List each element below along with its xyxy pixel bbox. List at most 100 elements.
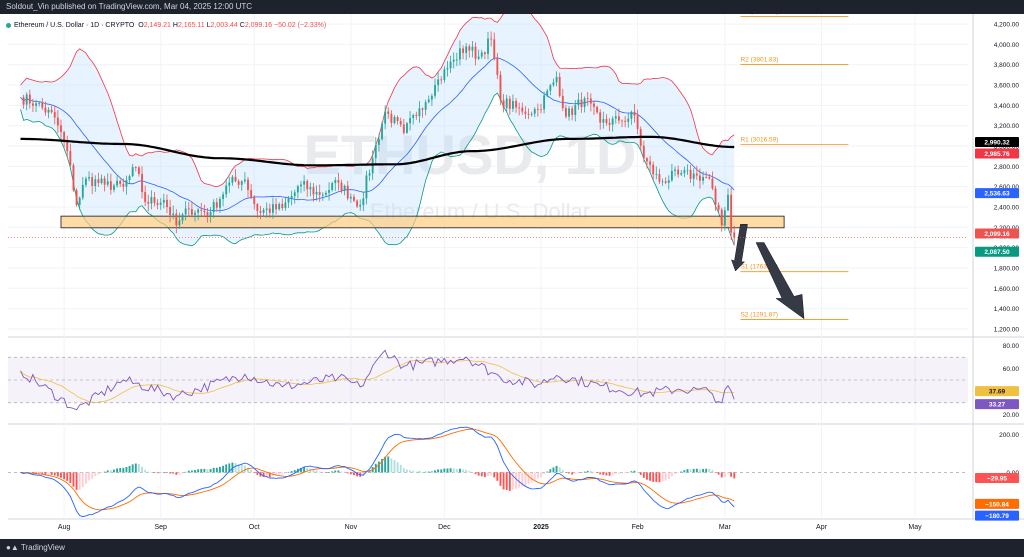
macd-histogram-bar — [480, 472, 483, 477]
macd-histogram-bar — [599, 472, 602, 475]
macd-histogram-bar — [212, 467, 215, 473]
candle-body — [334, 180, 337, 184]
candle-body — [708, 177, 711, 179]
macd-histogram-bar — [708, 468, 711, 473]
countdown-label: 11:59:14 — [986, 239, 1010, 245]
macd-histogram-bar — [197, 469, 200, 473]
bollinger-middle — [20, 57, 735, 212]
candle-body — [602, 119, 605, 123]
candle-body — [695, 173, 698, 176]
candle-body — [63, 132, 66, 142]
macd-histogram-bar — [540, 472, 542, 478]
candle-body — [359, 204, 362, 207]
macd-histogram-bar — [175, 472, 178, 475]
candle-body — [443, 69, 446, 80]
macd-histogram-bar — [561, 470, 564, 473]
macd-histogram-bar — [287, 472, 290, 473]
macd-histogram-bar — [125, 467, 128, 473]
macd-histogram-bar — [593, 471, 595, 473]
y-tick-label: 3,600.00 — [994, 83, 1020, 90]
macd-histogram-bar — [580, 472, 583, 473]
macd-histogram-bar — [674, 472, 676, 475]
macd-badge-box — [975, 510, 1019, 521]
macd-histogram-bar — [181, 472, 184, 474]
macd-histogram-bar — [649, 472, 652, 481]
macd-histogram-bar — [714, 472, 717, 473]
macd-histogram-bar — [44, 472, 47, 475]
y-tick-label: 2,800.00 — [994, 164, 1020, 171]
macd-histogram-bar — [655, 472, 658, 482]
candle-body — [374, 144, 377, 159]
candle-body — [60, 125, 62, 133]
macd-histogram-bar — [331, 471, 334, 473]
candle-body — [116, 180, 119, 186]
candle-body — [247, 179, 249, 191]
y-tick-label: 2,200.00 — [994, 225, 1020, 232]
bollinger-lower — [20, 92, 735, 247]
ma-200 — [20, 135, 735, 167]
macd-histogram-bar — [353, 472, 355, 476]
macd-histogram-bar — [415, 471, 418, 473]
candle-body — [234, 176, 237, 182]
support-zone — [60, 215, 785, 229]
macd-histogram-bar — [141, 466, 143, 473]
candle-body — [508, 98, 511, 109]
candle-body — [206, 212, 209, 216]
candle-body — [733, 232, 736, 238]
bollinger-fill — [20, 14, 735, 246]
candle-body — [512, 100, 514, 109]
candle-body — [353, 196, 355, 201]
candle-body — [47, 109, 50, 113]
macd-histogram-bar — [318, 471, 321, 473]
candle-body — [35, 103, 37, 106]
candle-body — [586, 98, 589, 100]
candle-body — [169, 207, 172, 216]
candle-body — [184, 208, 187, 215]
macd-histogram-bar — [508, 472, 511, 491]
macd-histogram-bar — [265, 472, 268, 477]
rsi-ma-line — [20, 360, 735, 403]
macd-histogram-bar — [231, 462, 234, 473]
macd-histogram-bar — [664, 472, 667, 481]
candle-body — [540, 109, 542, 111]
macd-histogram-bar — [203, 468, 206, 473]
macd-histogram-bar — [521, 472, 524, 487]
chart-canvas[interactable]: ETHUSD, 1D Ethereum / U.S. Dollar R3 (42… — [0, 14, 1024, 539]
pivot-label: S1 (1763.41) — [740, 264, 778, 271]
candle-body — [661, 181, 664, 183]
candle-body — [468, 46, 471, 51]
candle-body — [430, 95, 433, 100]
macd-histogram-bar — [524, 472, 527, 486]
macd-histogram-bar — [471, 471, 474, 473]
candle-body — [621, 120, 623, 122]
candle-body — [175, 213, 178, 226]
candle-body — [91, 177, 94, 187]
candle-body — [340, 182, 343, 191]
candle-body — [446, 68, 449, 70]
change-value: −50.02 (−2.33%) — [274, 22, 327, 29]
candle-body — [555, 76, 558, 83]
candle-body — [103, 178, 106, 185]
candle-body — [730, 194, 733, 233]
close-label: C — [239, 22, 245, 29]
candle-body — [356, 200, 359, 207]
candle-body — [502, 100, 505, 108]
low-value: 2,003.44 — [210, 22, 238, 29]
candle-body — [505, 98, 508, 108]
macd-histogram-bar — [113, 469, 115, 473]
candle-body — [543, 95, 546, 110]
candle-body — [215, 202, 218, 208]
macd-histogram-bar — [402, 468, 405, 473]
macd-histogram-bar — [346, 472, 349, 474]
macd-histogram-bar — [515, 472, 517, 489]
macd-histogram-bar — [116, 468, 119, 473]
macd-histogram-bar — [564, 472, 567, 473]
publish-text: Soldout_Vin published on TradingView.com… — [6, 2, 253, 11]
macd-histogram-bar — [253, 472, 256, 473]
pivot-label: R2 (3801.83) — [740, 57, 778, 64]
support-zone-box — [60, 215, 785, 229]
candle-body — [499, 74, 502, 101]
candle-body — [293, 192, 296, 197]
macd-signal-badge: −150.84 — [985, 501, 1009, 508]
candle-body — [552, 82, 555, 86]
